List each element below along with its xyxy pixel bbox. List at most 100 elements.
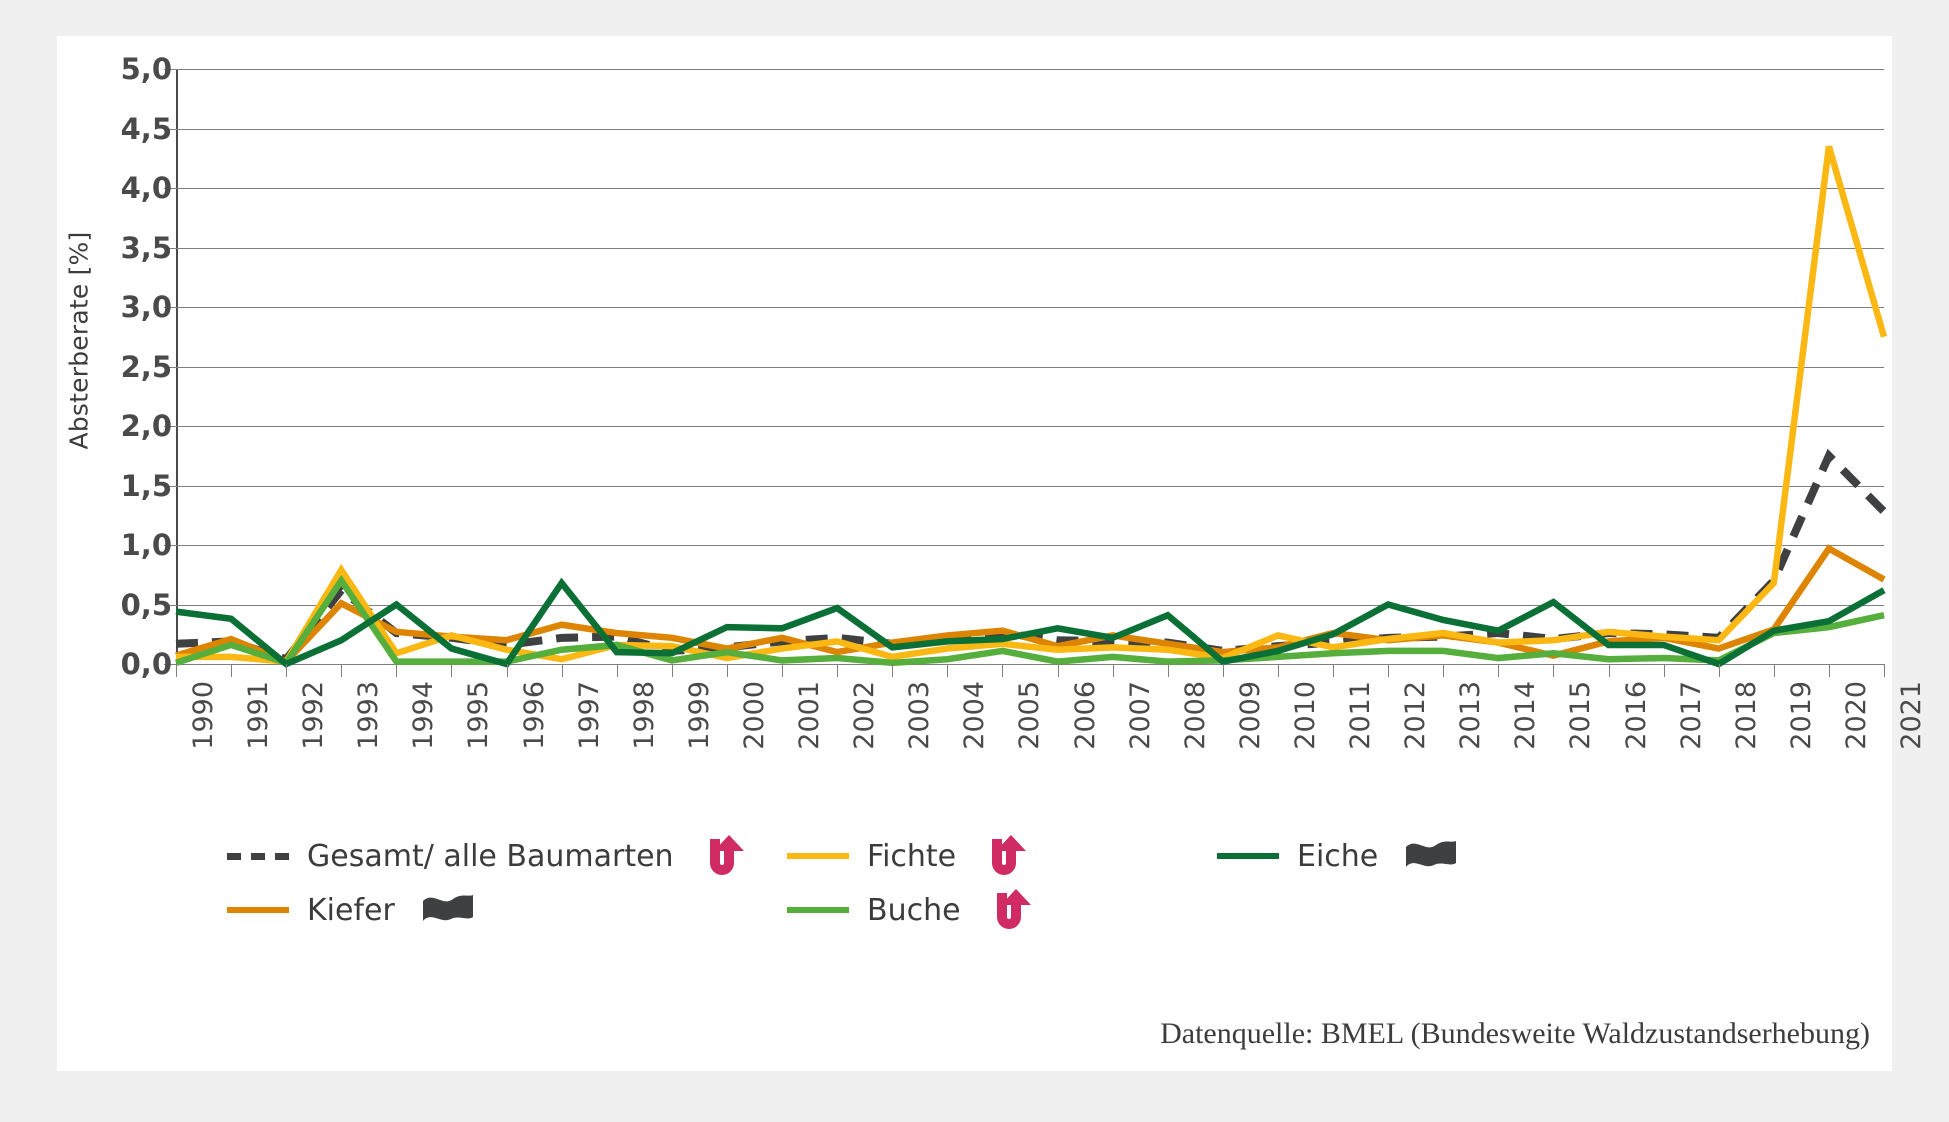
y-axis-tick — [164, 485, 176, 487]
legend-item-eiche[interactable]: Eiche — [1217, 836, 1458, 876]
legend-label: Kiefer — [307, 892, 395, 928]
x-axis-tick — [1277, 664, 1279, 677]
y-axis-tick — [164, 426, 176, 427]
x-axis-tick-label: 2015 — [1565, 681, 1597, 750]
x-axis-tick-label: 2008 — [1179, 681, 1211, 750]
legend-label: Buche — [867, 892, 961, 928]
series-line-gesamt-alle-baumarten — [175, 448, 1887, 664]
gridline — [176, 366, 1884, 368]
x-axis-tick-label: 1997 — [573, 681, 605, 750]
x-axis-tick — [176, 664, 177, 677]
y-axis-tick-label: 3,0 — [120, 290, 172, 324]
y-axis-tick — [164, 604, 176, 606]
x-axis-tick — [782, 664, 784, 677]
legend-swatch — [227, 907, 289, 913]
x-axis-labels: 1990 1991 1992 1993 1994 1995 1996 1997 1998 1999… — [176, 681, 1927, 831]
legend-item-buche[interactable]: Buche — [787, 889, 1041, 930]
x-axis-tick — [1112, 664, 1114, 677]
x-axis-tick — [286, 664, 288, 677]
x-axis-tick-label: 2005 — [1014, 681, 1046, 750]
legend-label: Fichte — [867, 838, 957, 874]
gridline — [176, 664, 1884, 665]
y-axis-tick-label: 5,0 — [120, 52, 172, 86]
x-axis-tick-label: 1993 — [353, 681, 385, 750]
arrow-u-turn-up-icon — [987, 885, 1041, 935]
y-axis-tick — [164, 366, 176, 368]
x-axis-tick-label: 2018 — [1730, 681, 1762, 750]
series-lines — [174, 145, 1888, 668]
x-axis-tick — [616, 664, 618, 677]
x-axis-tick — [1222, 664, 1224, 677]
gridline — [176, 426, 1884, 427]
x-axis-tick — [1057, 664, 1059, 677]
y-axis-tick-label: 4,0 — [120, 171, 172, 205]
y-axis-tick-label: 0,0 — [120, 647, 172, 681]
x-axis-tick — [231, 664, 233, 677]
gridline — [176, 545, 1884, 546]
x-axis-tick-label: 1990 — [188, 681, 219, 750]
x-axis-tick — [1443, 664, 1445, 677]
x-axis-tick-label: 2001 — [794, 681, 826, 750]
y-axis-tick-label: 2,0 — [120, 409, 172, 443]
x-axis-tick-label: 2019 — [1785, 681, 1817, 750]
x-axis-tick-label: 1992 — [298, 681, 330, 750]
x-axis-tick-label: 1998 — [628, 681, 660, 750]
x-axis-tick-label: 2013 — [1455, 681, 1487, 750]
gridline — [176, 485, 1884, 487]
x-axis-tick — [947, 664, 949, 677]
x-axis-tick — [671, 664, 673, 677]
x-axis-tick — [1553, 664, 1555, 677]
x-axis-tick-label: 2006 — [1069, 681, 1101, 750]
y-axis-tick — [164, 307, 176, 308]
plot-area: 0,0 0,5 1,0 1,5 2,0 2,5 3,0 3,5 4,0 4,5 5,0 — [121, 52, 1888, 681]
x-axis-tick-label: 2020 — [1840, 681, 1872, 750]
y-axis-tick — [164, 69, 176, 70]
legend-label: Eiche — [1297, 838, 1379, 874]
x-axis-tick-label: 2010 — [1289, 681, 1321, 750]
gridline — [176, 188, 1884, 189]
x-axis-tick-label: 1991 — [243, 681, 275, 750]
x-axis-tick-label: 2017 — [1675, 681, 1707, 750]
x-axis-tick — [1773, 664, 1775, 677]
x-axis-tick — [1167, 664, 1169, 677]
y-axis-tick-label: 1,5 — [120, 468, 172, 503]
x-axis-tick-label: 2014 — [1510, 681, 1542, 750]
x-axis-tick-label: 1995 — [463, 681, 495, 750]
flag-wave-icon — [421, 893, 475, 927]
x-axis-tick — [726, 664, 728, 677]
x-axis-ticks — [176, 664, 1885, 678]
x-axis-tick-label: 2003 — [904, 681, 936, 750]
legend-item-fichte[interactable]: Fichte — [787, 835, 1036, 876]
arrow-u-turn-up-icon — [700, 831, 754, 881]
flag-wave-icon — [1404, 839, 1458, 873]
chart-card: Absterberate [%] 0,0 0,5 1,0 1,5 2,0 2,5 3,0 3,… — [57, 36, 1927, 1071]
x-axis-tick — [837, 664, 839, 677]
legend-swatch — [787, 907, 849, 913]
x-axis-tick — [1718, 664, 1720, 677]
gridline — [176, 128, 1884, 130]
source-note: Datenquelle: BMEL (Bundesweite Waldzusta… — [1160, 1017, 1870, 1050]
x-axis-tick — [396, 664, 398, 677]
legend-swatch — [1217, 853, 1279, 859]
x-axis-tick — [341, 664, 343, 677]
x-axis-tick-label: 2002 — [849, 681, 881, 750]
legend-item-kiefer[interactable]: Kiefer — [227, 890, 475, 930]
x-axis-tick — [561, 664, 563, 677]
x-axis-tick — [1608, 664, 1610, 677]
y-axis-tick-label: 0,5 — [120, 587, 172, 622]
legend-swatch — [227, 852, 289, 860]
series-line-buche — [174, 574, 1885, 667]
chart-legend: Gesamt/ alle Baumarten Kiefer Fichte Buche E… — [187, 835, 1847, 946]
x-axis-tick-label: 1994 — [408, 681, 440, 750]
x-axis-tick-label: 2016 — [1620, 681, 1652, 750]
y-axis-tick — [164, 188, 176, 189]
x-axis-tick — [1002, 664, 1004, 677]
legend-swatch — [787, 853, 849, 859]
x-axis-tick-label: 1996 — [518, 681, 550, 750]
legend-item-gesamt-alle-baumarten[interactable]: Gesamt/ alle Baumarten — [227, 835, 754, 876]
y-axis-tick-label: 3,5 — [120, 230, 172, 265]
gridline — [176, 69, 1884, 70]
x-axis-tick-label: 2021 — [1896, 681, 1927, 750]
x-axis-tick — [1828, 664, 1830, 677]
x-axis-tick — [1663, 664, 1665, 677]
